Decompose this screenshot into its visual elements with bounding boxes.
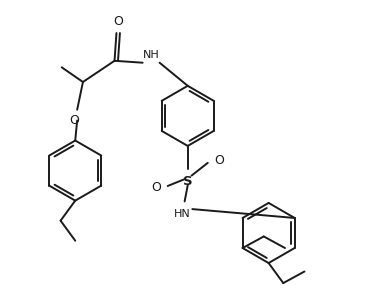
Text: O: O	[113, 16, 123, 29]
Text: O: O	[152, 181, 161, 194]
Text: S: S	[183, 175, 193, 188]
Text: O: O	[69, 114, 79, 127]
Text: HN: HN	[174, 209, 191, 219]
Text: NH: NH	[143, 50, 159, 60]
Text: O: O	[214, 154, 224, 167]
